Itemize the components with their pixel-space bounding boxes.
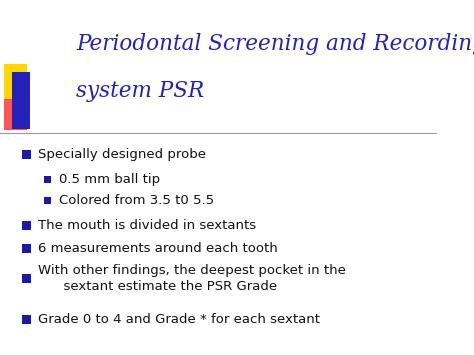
Text: 0.5 mm ball tip: 0.5 mm ball tip	[59, 173, 160, 186]
Text: The mouth is divided in sextants: The mouth is divided in sextants	[38, 219, 256, 232]
Bar	[44, 176, 51, 183]
Bar	[12, 72, 30, 129]
Text: Colored from 3.5 t0 5.5: Colored from 3.5 t0 5.5	[59, 194, 214, 207]
Text: With other findings, the deepest pocket in the
      sextant estimate the PSR Gr: With other findings, the deepest pocket …	[38, 264, 346, 294]
Bar	[22, 244, 30, 253]
Bar	[22, 150, 30, 159]
Bar	[44, 197, 51, 204]
Bar	[22, 315, 30, 324]
Text: Specially designed probe: Specially designed probe	[38, 148, 206, 161]
Text: 6 measurements around each tooth: 6 measurements around each tooth	[38, 242, 278, 255]
Text: Grade 0 to 4 and Grade * for each sextant: Grade 0 to 4 and Grade * for each sextan…	[38, 313, 320, 326]
Text: Periodontal Screening and Recording: Periodontal Screening and Recording	[76, 33, 474, 55]
Bar	[22, 221, 30, 230]
Text: system PSR: system PSR	[76, 80, 204, 102]
Bar	[22, 274, 30, 283]
Bar	[4, 64, 27, 99]
Bar	[4, 99, 27, 130]
